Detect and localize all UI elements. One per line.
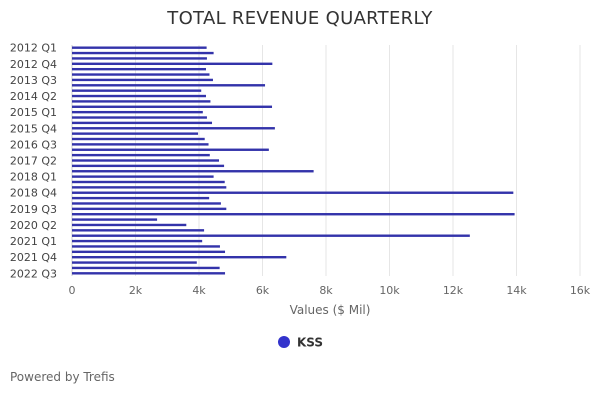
bar-2016-q4[interactable] [72, 148, 269, 151]
y-tick-label: 2021 Q1 [10, 235, 57, 248]
bar-2012-q1[interactable] [72, 46, 207, 49]
y-tick-label: 2018 Q4 [10, 187, 57, 200]
bar-2022-q3[interactable] [72, 272, 226, 275]
bar-2020-q2[interactable] [72, 223, 187, 227]
bar-2014-q1[interactable] [72, 89, 202, 92]
y-tick-label: 2018 Q1 [10, 171, 57, 184]
bar-2021-q4[interactable] [72, 255, 287, 259]
y-tick-label: 2013 Q3 [10, 74, 57, 87]
bar-2015-q3[interactable] [72, 121, 213, 125]
y-tick-label: 2022 Q3 [10, 267, 57, 280]
y-tick-label: 2019 Q3 [10, 203, 57, 216]
y-tick-label: 2020 Q2 [10, 219, 57, 232]
powered-by-credit[interactable]: Powered by Trefis [10, 370, 115, 384]
bar-2016-q1[interactable] [72, 132, 199, 135]
bar-2012-q2[interactable] [72, 51, 214, 55]
bar-2013-q4[interactable] [72, 84, 266, 87]
y-tick-label: 2017 Q2 [10, 155, 57, 168]
y-tick-label: 2012 Q1 [10, 42, 57, 55]
x-tick-label: 2k [129, 284, 143, 297]
x-axis-labels: 0 2k 4k 6k 8k 10k 12k 14k 16k [69, 284, 591, 297]
y-tick-label: 2015 Q4 [10, 122, 57, 135]
chart-title: TOTAL REVENUE QUARTERLY [167, 8, 433, 29]
x-tick-label: 14k [506, 284, 527, 297]
bar-2022-q1[interactable] [72, 261, 197, 264]
y-tick-label: 2021 Q4 [10, 251, 57, 264]
x-axis-title: Values ($ Mil) [290, 303, 371, 317]
bar-2012-q3[interactable] [72, 57, 207, 60]
bar-2018-q2[interactable] [72, 180, 225, 184]
bar-2013-q3[interactable] [72, 78, 213, 82]
bar-2018-q3[interactable] [72, 186, 227, 189]
bar-2015-q1[interactable] [72, 110, 203, 114]
bar-2017-q1[interactable] [72, 153, 210, 157]
bar-2021-q2[interactable] [72, 245, 220, 248]
x-tick-label: 10k [379, 284, 400, 297]
bar-2014-q3[interactable] [72, 100, 211, 103]
legend-marker-kss [278, 336, 290, 348]
bar-2019-q2[interactable] [72, 202, 221, 205]
x-tick-label: 4k [192, 284, 206, 297]
legend[interactable]: KSS [278, 336, 323, 350]
bar-2019-q3[interactable] [72, 207, 227, 211]
bar-2015-q4[interactable] [72, 127, 275, 130]
y-tick-label: 2014 Q2 [10, 90, 57, 103]
x-tick-label: 0 [69, 284, 76, 297]
bar-2014-q2[interactable] [72, 94, 206, 98]
y-tick-label: 2016 Q3 [10, 138, 57, 151]
bar-2019-q4[interactable] [72, 213, 515, 216]
bar-2020-q1[interactable] [72, 218, 158, 221]
bar-2015-q2[interactable] [72, 116, 207, 119]
bar-2022-q2[interactable] [72, 266, 220, 270]
bar-2013-q2[interactable] [72, 73, 210, 76]
bar-series-kss [72, 46, 515, 275]
bar-2018-q4[interactable] [72, 191, 514, 194]
bar-2019-q1[interactable] [72, 196, 210, 200]
x-tick-label: 6k [256, 284, 270, 297]
x-tick-label: 8k [319, 284, 333, 297]
y-tick-label: 2015 Q1 [10, 106, 57, 119]
bar-2014-q4[interactable] [72, 105, 273, 108]
bar-2017-q3[interactable] [72, 164, 225, 168]
y-tick-label: 2012 Q4 [10, 58, 57, 71]
bar-2012-q4[interactable] [72, 62, 273, 66]
y-axis-labels: 2012 Q1 2012 Q4 2013 Q3 2014 Q2 2015 Q1 2015 … [10, 42, 57, 281]
bar-2020-q4[interactable] [72, 234, 470, 237]
bar-2017-q4[interactable] [72, 170, 314, 173]
bar-2013-q1[interactable] [72, 67, 206, 71]
bar-2016-q3[interactable] [72, 143, 209, 146]
bar-2020-q3[interactable] [72, 229, 205, 232]
bar-2021-q1[interactable] [72, 239, 203, 243]
x-tick-label: 12k [443, 284, 464, 297]
bar-2017-q2[interactable] [72, 159, 220, 162]
bar-2021-q3[interactable] [72, 250, 226, 254]
bar-2016-q2[interactable] [72, 137, 205, 141]
bar-2018-q1[interactable] [72, 175, 214, 178]
x-tick-label: 16k [570, 284, 591, 297]
legend-label-kss: KSS [297, 336, 323, 350]
